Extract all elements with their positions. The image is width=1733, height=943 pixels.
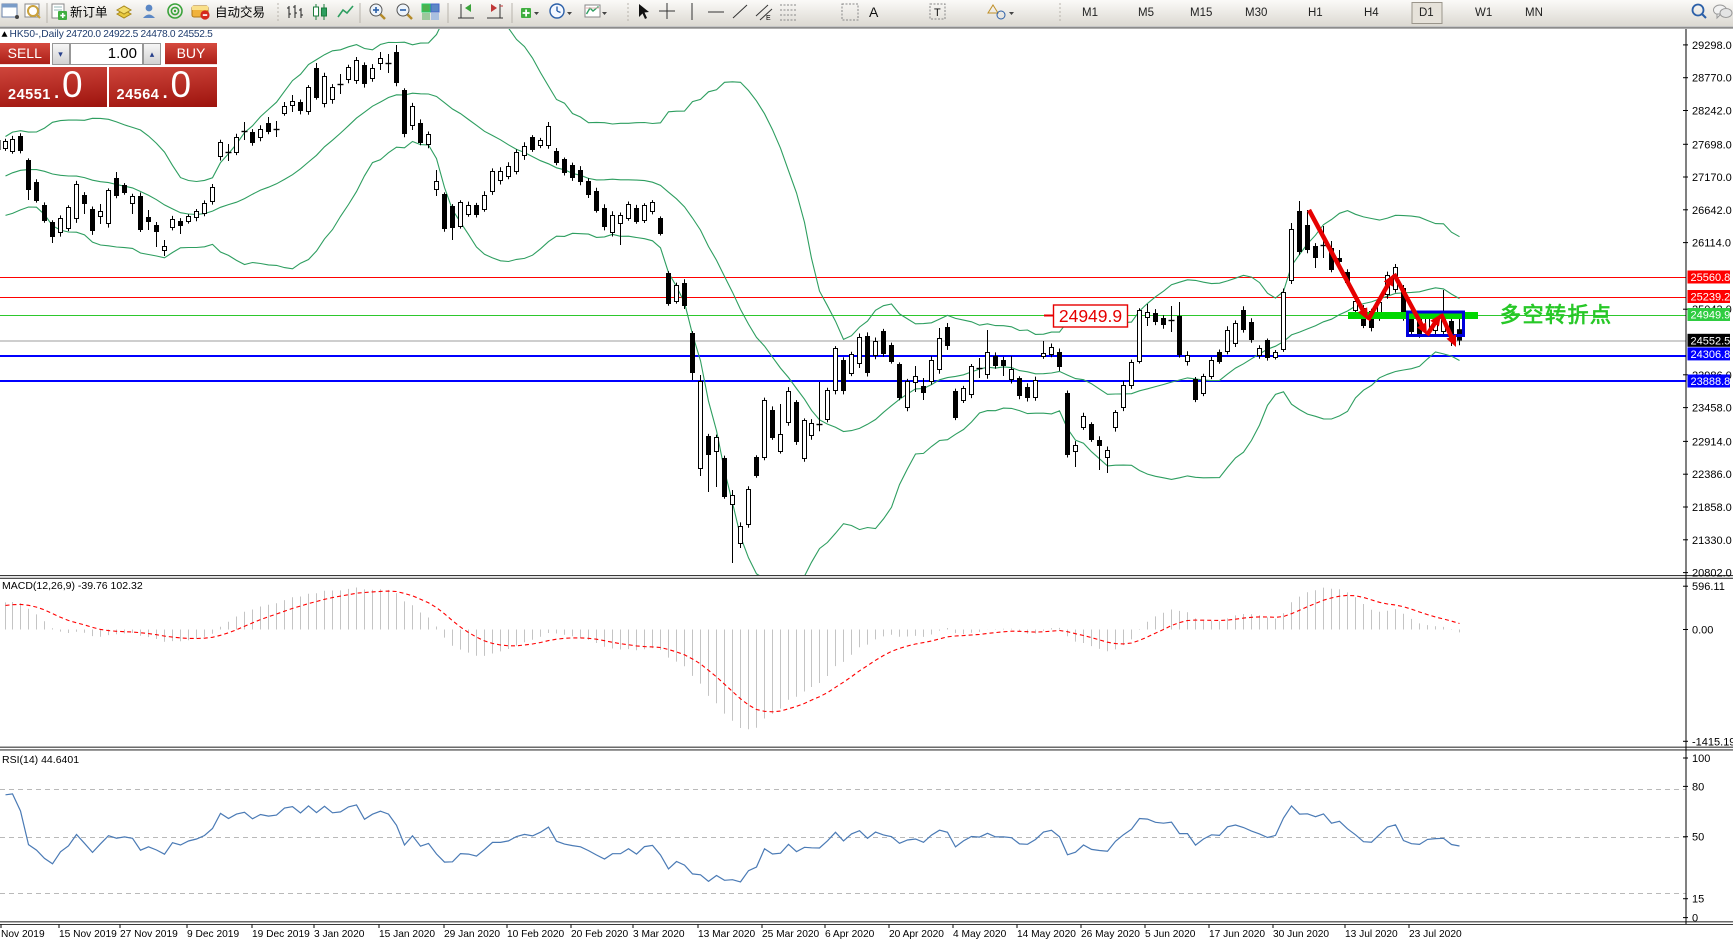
- svg-text:22914.0: 22914.0: [1692, 436, 1732, 448]
- svg-text:28770.0: 28770.0: [1692, 73, 1732, 85]
- svg-text:30 Jun 2020: 30 Jun 2020: [1273, 929, 1329, 940]
- svg-text:13 Mar 2020: 13 Mar 2020: [698, 929, 756, 940]
- svg-text:5 Jun 2020: 5 Jun 2020: [1145, 929, 1196, 940]
- svg-text:25 Mar 2020: 25 Mar 2020: [762, 929, 820, 940]
- svg-text:100: 100: [1692, 753, 1710, 765]
- svg-text:22386.0: 22386.0: [1692, 469, 1732, 481]
- svg-text:26114.0: 26114.0: [1692, 238, 1731, 250]
- svg-text:26642.0: 26642.0: [1692, 205, 1732, 217]
- svg-text:3 Jan 2020: 3 Jan 2020: [314, 929, 365, 940]
- svg-text:24720.0 24922.5 24478.0 24552.: 24720.0 24922.5 24478.0 24552.5: [66, 29, 213, 40]
- svg-text:20 Feb 2020: 20 Feb 2020: [571, 929, 629, 940]
- svg-text:23888.8: 23888.8: [1691, 376, 1731, 388]
- svg-text:28242.0: 28242.0: [1692, 106, 1732, 118]
- svg-text:15 Nov 2019: 15 Nov 2019: [59, 929, 117, 940]
- svg-text:MN: MN: [1525, 7, 1543, 19]
- svg-text:多空转折点: 多空转折点: [1500, 303, 1613, 327]
- svg-text:20 Apr 2020: 20 Apr 2020: [889, 929, 944, 940]
- svg-text:MACD(12,26,9) -39.76 102.32: MACD(12,26,9) -39.76 102.32: [2, 580, 143, 592]
- svg-text:596.11: 596.11: [1692, 581, 1725, 593]
- svg-text:M5: M5: [1138, 7, 1154, 19]
- svg-text:M15: M15: [1190, 7, 1212, 19]
- svg-text:9 Dec 2019: 9 Dec 2019: [187, 929, 239, 940]
- svg-text:23458.0: 23458.0: [1692, 403, 1732, 415]
- svg-text:29298.0: 29298.0: [1692, 40, 1732, 52]
- svg-text:24552.5: 24552.5: [1691, 335, 1731, 347]
- svg-text:T: T: [934, 7, 941, 19]
- svg-text:-1415.19: -1415.19: [1692, 736, 1733, 748]
- svg-text:14 May 2020: 14 May 2020: [1017, 929, 1076, 940]
- svg-text:24949.9: 24949.9: [1059, 306, 1122, 326]
- svg-text:4 May 2020: 4 May 2020: [953, 929, 1007, 940]
- svg-text:25560.8: 25560.8: [1691, 272, 1731, 284]
- svg-text:27 Nov 2019: 27 Nov 2019: [120, 929, 178, 940]
- svg-text:M1: M1: [1082, 7, 1098, 19]
- svg-text:D1: D1: [1419, 7, 1434, 19]
- svg-text:W1: W1: [1475, 7, 1492, 19]
- svg-text:27698.0: 27698.0: [1692, 139, 1732, 151]
- svg-text:17 Jun 2020: 17 Jun 2020: [1209, 929, 1265, 940]
- svg-text:23 Jul 2020: 23 Jul 2020: [1409, 929, 1462, 940]
- svg-text:80: 80: [1692, 781, 1704, 793]
- svg-text:13 Jul 2020: 13 Jul 2020: [1345, 929, 1398, 940]
- svg-text:HK50-,Daily: HK50-,Daily: [10, 29, 65, 40]
- svg-text:Nov 2019: Nov 2019: [1, 929, 45, 940]
- svg-text:RSI(14) 44.6401: RSI(14) 44.6401: [2, 754, 79, 766]
- svg-text:A: A: [869, 4, 879, 20]
- svg-text:21330.0: 21330.0: [1692, 535, 1732, 547]
- svg-text:26 May 2020: 26 May 2020: [1081, 929, 1140, 940]
- svg-text:27170.0: 27170.0: [1692, 172, 1732, 184]
- svg-text:0: 0: [1692, 913, 1698, 925]
- svg-text:3 Mar 2020: 3 Mar 2020: [633, 929, 685, 940]
- svg-text:24306.8: 24306.8: [1691, 349, 1731, 361]
- svg-text:6 Apr 2020: 6 Apr 2020: [825, 929, 875, 940]
- svg-text:E: E: [766, 15, 771, 22]
- svg-text:M30: M30: [1245, 7, 1267, 19]
- svg-text:19 Dec 2019: 19 Dec 2019: [252, 929, 310, 940]
- svg-text:21858.0: 21858.0: [1692, 502, 1732, 514]
- svg-text:H4: H4: [1364, 7, 1379, 19]
- svg-text:H1: H1: [1308, 7, 1323, 19]
- svg-text:25239.2: 25239.2: [1691, 292, 1731, 304]
- svg-text:20802.0: 20802.0: [1692, 568, 1732, 580]
- svg-text:50: 50: [1692, 832, 1704, 844]
- svg-text:新订单: 新订单: [70, 5, 108, 20]
- svg-text:0.00: 0.00: [1692, 625, 1713, 637]
- svg-text:29 Jan 2020: 29 Jan 2020: [444, 929, 500, 940]
- svg-text:15 Jan 2020: 15 Jan 2020: [379, 929, 435, 940]
- svg-text:15: 15: [1692, 894, 1704, 906]
- svg-text:自动交易: 自动交易: [215, 5, 265, 20]
- svg-text:24949.9: 24949.9: [1691, 310, 1731, 322]
- svg-text:10 Feb 2020: 10 Feb 2020: [507, 929, 565, 940]
